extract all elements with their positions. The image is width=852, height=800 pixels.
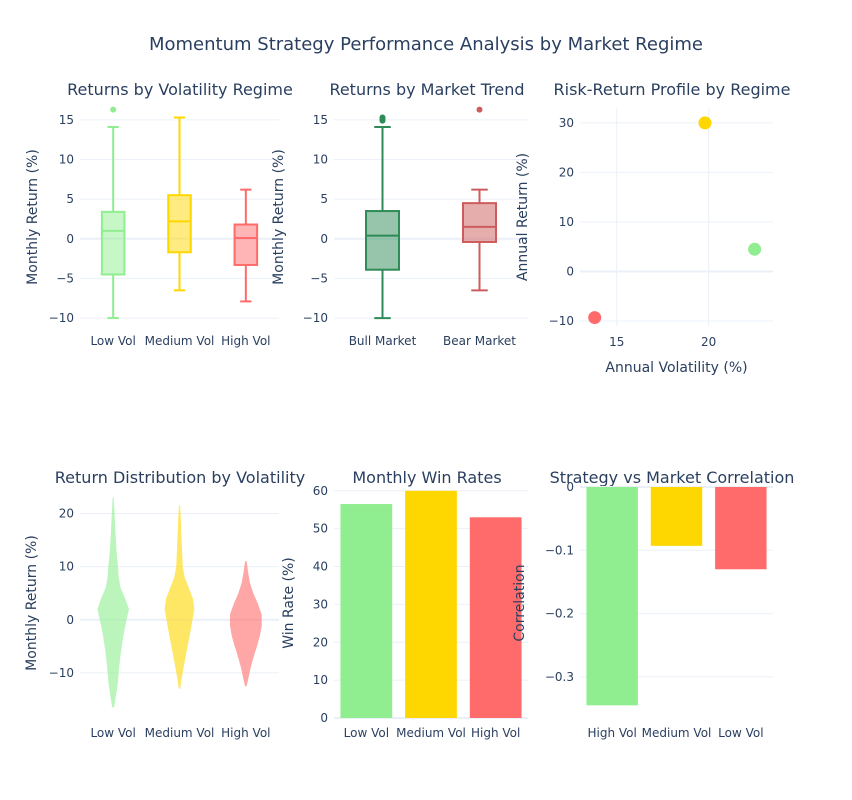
y-tick-label: −5 [310,271,328,285]
box-1 [167,116,192,292]
scatter-point [748,242,762,256]
box-iqr [365,210,400,271]
x-tick-label: Bear Market [443,334,516,348]
y-tick-label: 20 [59,507,74,521]
bar-2 [715,487,767,570]
subplot-title: Returns by Volatility Regime [67,80,293,99]
x-tick-label: Medium Vol [145,726,215,740]
subplot-p2: Returns by Market Trend −10 −5 0 5 10 15 Bull M… [271,80,528,348]
box-2 [233,188,259,303]
x-tick-label: Bull Market [349,334,417,348]
y-tick-label: 10 [559,215,574,229]
scatter-point [698,116,712,130]
subplot-p4: Return Distribution by Volatility −10 0 10 2… [24,468,305,740]
scatter-point [588,311,602,325]
y-tick-label: 10 [313,673,328,687]
y-axis-label: Win Rate (%) [281,557,297,649]
y-tick-label: −10 [49,311,74,325]
y-axis-label: Monthly Return (%) [271,149,287,285]
subplot-p3: Risk-Return Profile by Regime −10 0 10 20 30 1… [515,80,790,376]
x-tick-label: Low Vol [90,726,135,740]
y-axis-label: Correlation [512,564,528,641]
y-tick-label: −10 [303,311,328,325]
violin-2 [229,561,262,687]
y-tick-label: −0.3 [545,670,574,684]
y-tick-label: −10 [49,666,74,680]
outlier-point [110,106,117,113]
y-tick-label: 10 [59,153,74,167]
subplot-p5: Monthly Win Rates 0 10 20 30 40 50 60 Low Vol Med… [281,468,528,740]
subplot-title: Return Distribution by Volatility [55,468,305,487]
subplot-title: Risk-Return Profile by Regime [554,80,791,99]
y-tick-label: −10 [549,314,574,328]
outlier-point [476,106,483,113]
y-tick-label: −0.1 [545,543,574,557]
violin-1 [164,505,195,689]
box-0 [365,114,400,320]
y-tick-label: 0 [66,613,74,627]
x-axis-label: Annual Volatility (%) [605,360,747,376]
bar-0 [340,504,393,718]
box-iqr [233,223,259,266]
y-tick-label: 5 [320,192,328,206]
y-tick-label: 5 [66,192,74,206]
y-tick-label: 30 [559,116,574,130]
y-tick-label: 15 [313,113,328,127]
x-tick-label: 15 [609,335,624,349]
y-tick-label: −5 [56,271,74,285]
y-tick-label: 0 [320,232,328,246]
y-tick-label: 15 [59,113,74,127]
y-tick-label: 10 [313,153,328,167]
subplot-title: Strategy vs Market Correlation [550,468,795,487]
y-tick-label: 10 [59,560,74,574]
main-title: Momentum Strategy Performance Analysis b… [149,34,703,55]
x-tick-label: 20 [701,335,716,349]
y-tick-label: 50 [313,522,328,536]
subplots: Returns by Volatility Regime −10 −5 0 5 10 15 L… [24,80,794,740]
y-axis-label: Monthly Return (%) [24,535,40,671]
y-tick-label: 60 [313,484,328,498]
box-iqr [167,194,192,254]
bar-0 [586,487,638,706]
y-tick-label: 40 [313,560,328,574]
bar-2 [469,517,522,718]
x-tick-label: Medium Vol [396,726,466,740]
bar-1 [650,487,703,546]
y-tick-label: 0 [566,480,574,494]
x-tick-label: High Vol [221,726,270,740]
y-tick-label: −0.2 [545,607,574,621]
box-iqr [100,210,126,276]
y-tick-label: 0 [320,711,328,725]
y-axis-label: Annual Return (%) [515,153,531,281]
x-tick-label: High Vol [471,726,520,740]
x-tick-label: High Vol [221,334,270,348]
x-tick-label: Low Vol [344,726,389,740]
x-tick-label: High Vol [587,726,636,740]
y-axis-label: Monthly Return (%) [25,149,41,285]
subplot-p6: Strategy vs Market Correlation −0.3 −0.2 −0… [512,468,794,740]
y-tick-label: 20 [313,635,328,649]
subplot-p1: Returns by Volatility Regime −10 −5 0 5 10 15 L… [25,80,293,348]
y-tick-label: 0 [66,232,74,246]
x-tick-label: Medium Vol [642,726,712,740]
x-tick-label: Low Vol [718,726,763,740]
subplot-title: Monthly Win Rates [352,468,501,487]
violin-0 [97,497,129,708]
box-0 [100,106,126,320]
x-tick-label: Low Vol [90,334,135,348]
box-1 [462,106,497,292]
y-tick-label: 30 [313,597,328,611]
y-tick-label: 20 [559,165,574,179]
bar-1 [405,490,457,718]
box-iqr [462,202,497,243]
x-tick-label: Medium Vol [145,334,215,348]
outlier-point [379,114,386,121]
y-tick-label: 0 [566,265,574,279]
subplot-title: Returns by Market Trend [329,80,524,99]
